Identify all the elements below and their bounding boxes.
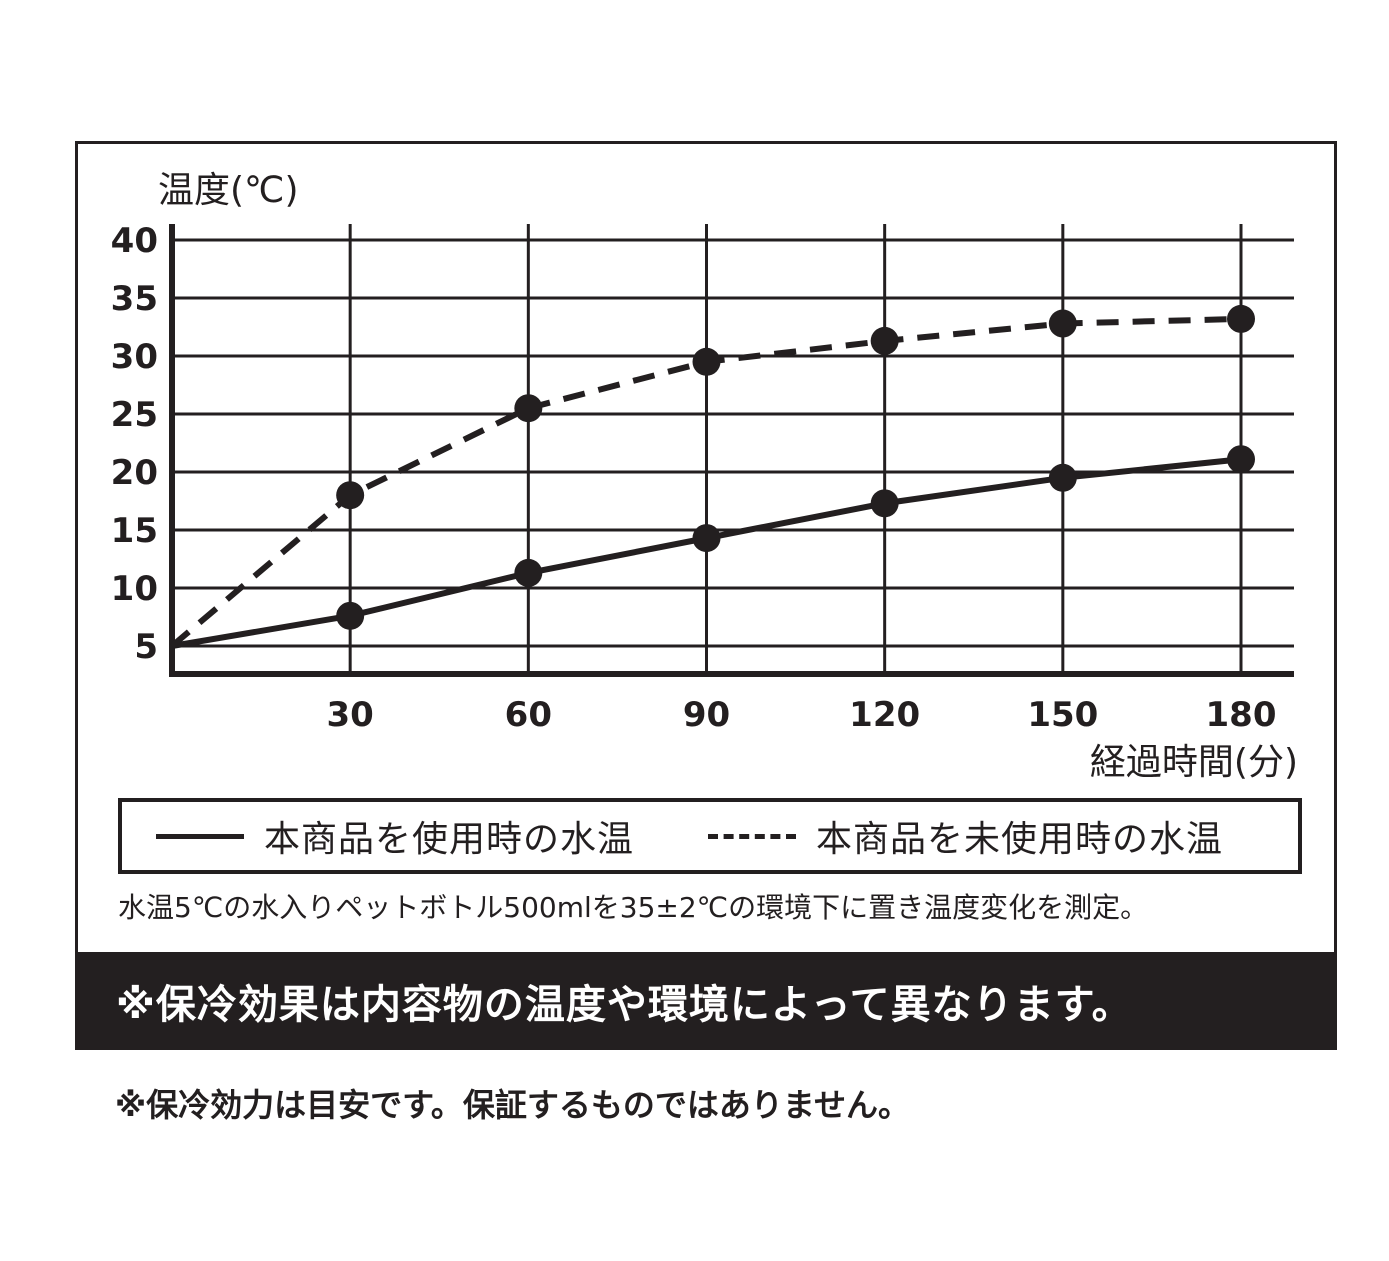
data-point-used-120 <box>870 489 899 518</box>
y-tick-label-35: 35 <box>111 279 158 319</box>
x-tick-label-60: 60 <box>505 695 552 735</box>
legend-solid-line-swatch <box>156 833 244 839</box>
y-axis-title: 温度(℃) <box>158 170 299 211</box>
data-point-used-150 <box>1048 463 1077 492</box>
x-tick-label-90: 90 <box>683 695 730 735</box>
data-point-unused-30 <box>336 481 365 510</box>
x-axis-title: 経過時間(分) <box>1090 742 1298 783</box>
chart-frame: 40 35 30 25 20 15 10 5 30 60 90 120 150 180 温度(℃) 経過時間(… <box>75 141 1337 1050</box>
y-tick-label-10: 10 <box>111 569 158 609</box>
x-tick-label-120: 120 <box>849 695 920 735</box>
data-point-unused-180 <box>1227 304 1255 333</box>
legend-item-unused: 本商品を未使用時の水温 <box>708 802 1223 870</box>
y-tick-label-15: 15 <box>111 511 158 551</box>
y-tick-label-40: 40 <box>111 221 158 261</box>
y-tick-label-5: 5 <box>134 627 158 667</box>
y-tick-label-20: 20 <box>111 453 158 493</box>
legend-label-unused: 本商品を未使用時の水温 <box>816 819 1224 860</box>
legend-label-used: 本商品を使用時の水温 <box>264 819 635 860</box>
data-point-used-30 <box>336 601 365 630</box>
disclaimer-banner: ※保冷効果は内容物の温度や環境によって異なります。 <box>78 952 1334 1047</box>
data-point-used-60 <box>514 558 543 587</box>
measurement-note: 水温5℃の水入りペットボトル500mlを35±2℃の環境下に置き温度変化を測定。 <box>118 891 1149 924</box>
data-point-unused-150 <box>1048 309 1077 338</box>
data-point-used-180 <box>1227 445 1255 474</box>
data-point-used-90 <box>692 524 721 553</box>
data-point-unused-60 <box>514 394 543 423</box>
temperature-chart: 40 35 30 25 20 15 10 5 30 60 90 120 150 180 温度(℃) 経過時間(… <box>111 170 1298 783</box>
legend-dashed-line-swatch <box>708 833 796 839</box>
data-point-unused-90 <box>692 347 721 376</box>
y-tick-label-25: 25 <box>111 395 158 435</box>
data-point-unused-120 <box>870 326 899 355</box>
legend-item-used: 本商品を使用時の水温 <box>156 802 634 870</box>
x-tick-label-180: 180 <box>1206 695 1277 735</box>
legend: 本商品を使用時の水温 本商品を未使用時の水温 <box>118 798 1302 874</box>
y-tick-label-30: 30 <box>111 337 158 377</box>
x-tick-label-150: 150 <box>1027 695 1098 735</box>
x-tick-label-30: 30 <box>327 695 374 735</box>
footnote: ※保冷効力は目安です。保証するものではありません。 <box>115 1086 910 1124</box>
